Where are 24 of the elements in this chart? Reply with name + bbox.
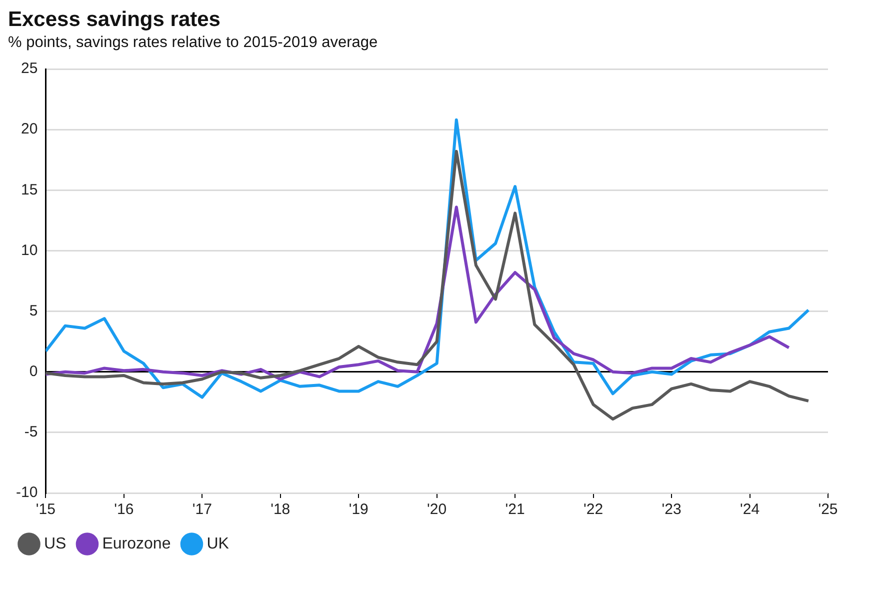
x-tick-label: '21 [505,501,525,518]
y-tick-label: 25 [20,60,38,78]
x-tick-label: '25 [818,501,838,518]
legend-label: UK [206,535,230,552]
y-tick-label: 0 [29,363,38,380]
x-tick-label: '24 [740,501,760,518]
y-tick-label: -5 [24,424,38,441]
x-tick-label: '15 [36,501,56,518]
x-tick-label: '19 [348,501,368,518]
chart-title: Excess savings rates [8,8,222,32]
y-tick-label: -10 [16,484,38,502]
y-tick-label: 10 [20,242,38,259]
x-tick-label: '17 [192,501,212,518]
x-tick-label: '16 [114,501,134,518]
y-tick-label: 15 [20,181,38,198]
x-tick-label: '22 [584,501,604,518]
y-tick-label: 5 [29,302,38,320]
x-tick-label: '23 [662,501,682,518]
y-tick-label: 20 [20,120,38,138]
chart-subtitle: % points, savings rates relative to 2015-2019 average [8,34,379,52]
x-tick-label: '18 [270,501,290,518]
legend-label: US [44,535,66,552]
legend-label: Eurozone [102,535,171,552]
x-tick-label: '20 [427,501,447,518]
